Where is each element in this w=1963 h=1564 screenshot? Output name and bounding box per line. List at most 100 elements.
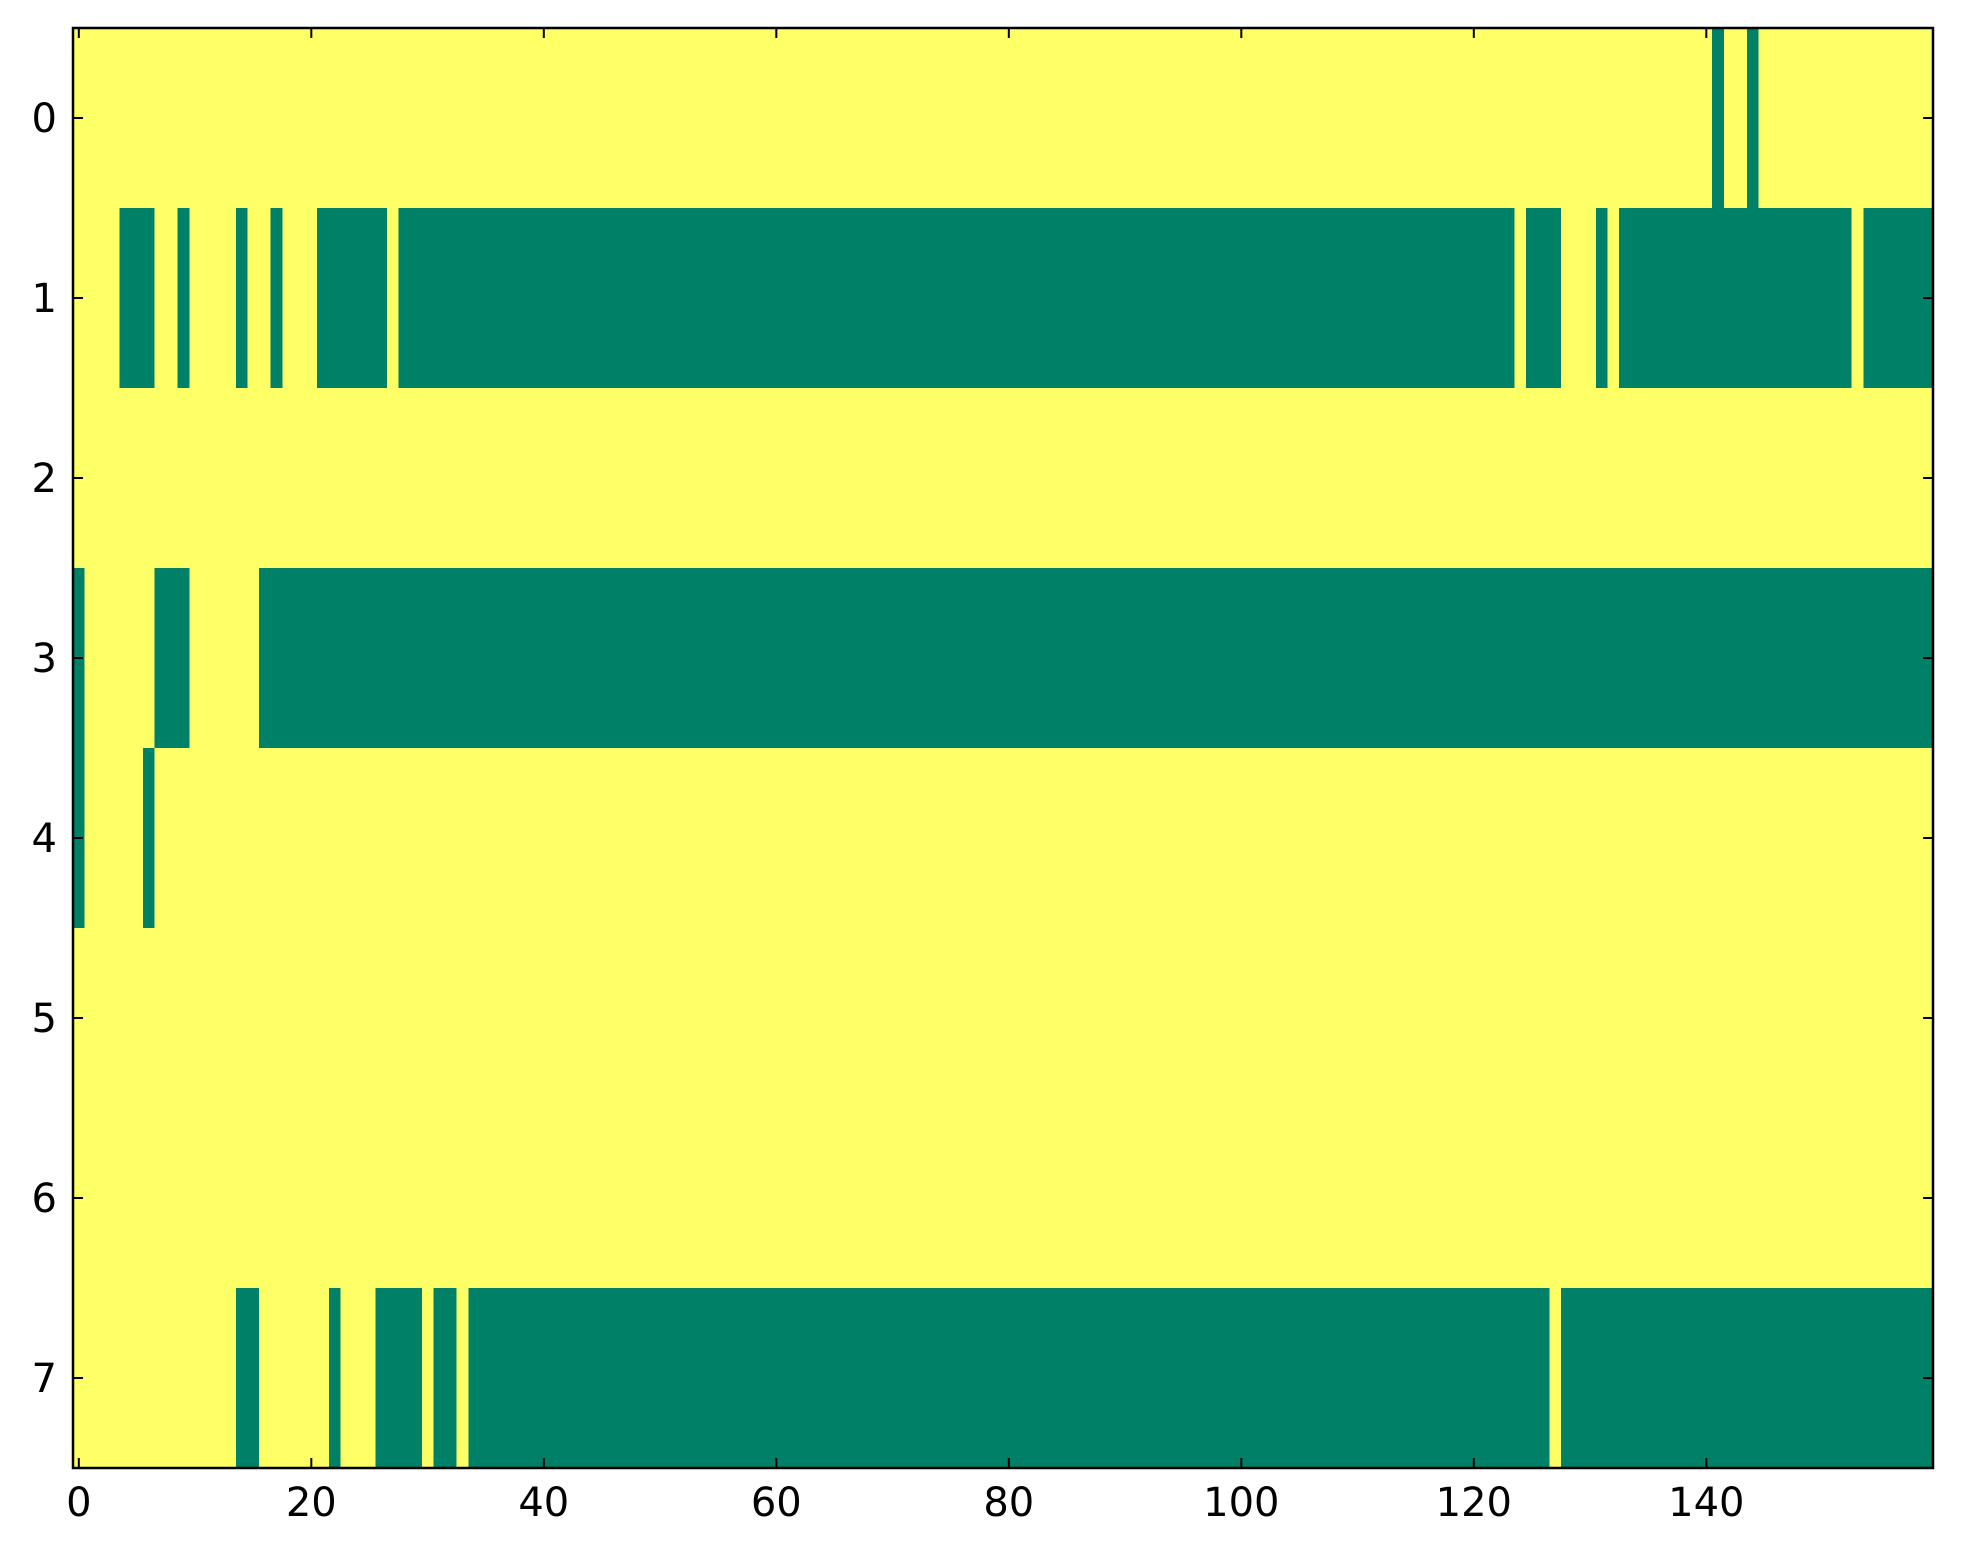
cell bbox=[921, 388, 934, 569]
cell bbox=[1293, 748, 1306, 929]
cell bbox=[1514, 28, 1527, 209]
cell bbox=[503, 928, 516, 1109]
cell bbox=[282, 928, 295, 1109]
cell bbox=[1316, 388, 1329, 569]
cell bbox=[1630, 388, 1643, 569]
cell bbox=[968, 748, 981, 929]
cell bbox=[1688, 1108, 1701, 1289]
cell bbox=[817, 568, 830, 749]
cell bbox=[642, 388, 655, 569]
cell bbox=[747, 1108, 760, 1289]
cell bbox=[898, 208, 911, 389]
cell bbox=[549, 568, 562, 749]
cell bbox=[1107, 568, 1120, 749]
cell bbox=[247, 1108, 260, 1289]
cell bbox=[328, 208, 341, 389]
cell bbox=[1177, 748, 1190, 929]
cell bbox=[503, 568, 516, 749]
cell bbox=[293, 928, 306, 1109]
cell bbox=[1735, 928, 1748, 1109]
cell bbox=[514, 1108, 527, 1289]
cell bbox=[1014, 928, 1027, 1109]
cell bbox=[654, 1288, 667, 1469]
cell bbox=[1177, 568, 1190, 749]
cell bbox=[968, 208, 981, 389]
cell bbox=[700, 208, 713, 389]
cell bbox=[1781, 28, 1794, 209]
cell bbox=[1595, 388, 1608, 569]
cell bbox=[1270, 928, 1283, 1109]
cell bbox=[851, 748, 864, 929]
cell bbox=[1526, 568, 1539, 749]
cell bbox=[1189, 28, 1202, 209]
cell bbox=[1572, 28, 1585, 209]
cell bbox=[1375, 208, 1388, 389]
cell bbox=[886, 1288, 899, 1469]
y-tick-label: 7 bbox=[32, 1356, 57, 1402]
cell bbox=[1665, 208, 1678, 389]
cell bbox=[154, 1108, 167, 1289]
cell bbox=[282, 208, 295, 389]
cell bbox=[1398, 28, 1411, 209]
cell bbox=[572, 1108, 585, 1289]
cell bbox=[445, 1108, 458, 1289]
cell bbox=[224, 1108, 237, 1289]
cell bbox=[642, 928, 655, 1109]
cell bbox=[1654, 1288, 1667, 1469]
cell bbox=[526, 748, 539, 929]
cell bbox=[782, 748, 795, 929]
cell bbox=[1026, 28, 1039, 209]
cell bbox=[1874, 928, 1887, 1109]
cell bbox=[1072, 28, 1085, 209]
cell bbox=[910, 1288, 923, 1469]
cell bbox=[828, 568, 841, 749]
cell bbox=[1398, 208, 1411, 389]
cell bbox=[770, 1108, 783, 1289]
cell bbox=[1189, 568, 1202, 749]
cell bbox=[1479, 208, 1492, 389]
cell bbox=[1642, 1288, 1655, 1469]
cell bbox=[1258, 1108, 1271, 1289]
cell bbox=[677, 1288, 690, 1469]
cell bbox=[1351, 928, 1364, 1109]
cell bbox=[1502, 1288, 1515, 1469]
cell bbox=[491, 208, 504, 389]
cell bbox=[1654, 28, 1667, 209]
cell bbox=[1502, 208, 1515, 389]
cell bbox=[898, 568, 911, 749]
cell bbox=[224, 28, 237, 209]
cell bbox=[584, 28, 597, 209]
cell bbox=[340, 748, 353, 929]
cell bbox=[1433, 28, 1446, 209]
cell bbox=[468, 388, 481, 569]
cell bbox=[700, 1288, 713, 1469]
cell bbox=[712, 208, 725, 389]
cell bbox=[119, 748, 132, 929]
cell bbox=[1549, 748, 1562, 929]
cell bbox=[1003, 208, 1016, 389]
cell bbox=[607, 1108, 620, 1289]
cell bbox=[944, 208, 957, 389]
cell bbox=[828, 748, 841, 929]
cell bbox=[340, 388, 353, 569]
cell bbox=[1828, 208, 1841, 389]
cell bbox=[1479, 28, 1492, 209]
cell bbox=[1375, 1288, 1388, 1469]
cell bbox=[875, 388, 888, 569]
cell bbox=[1735, 208, 1748, 389]
cell bbox=[1595, 208, 1608, 389]
cell bbox=[410, 28, 423, 209]
heatmap-cells bbox=[73, 28, 1934, 1469]
cell bbox=[1037, 28, 1050, 209]
cell bbox=[886, 568, 899, 749]
cell bbox=[840, 1288, 853, 1469]
cell bbox=[607, 568, 620, 749]
cell bbox=[898, 928, 911, 1109]
cell bbox=[944, 388, 957, 569]
cell bbox=[654, 748, 667, 929]
cell bbox=[200, 28, 213, 209]
cell bbox=[933, 1288, 946, 1469]
cell bbox=[607, 388, 620, 569]
cell bbox=[968, 1288, 981, 1469]
